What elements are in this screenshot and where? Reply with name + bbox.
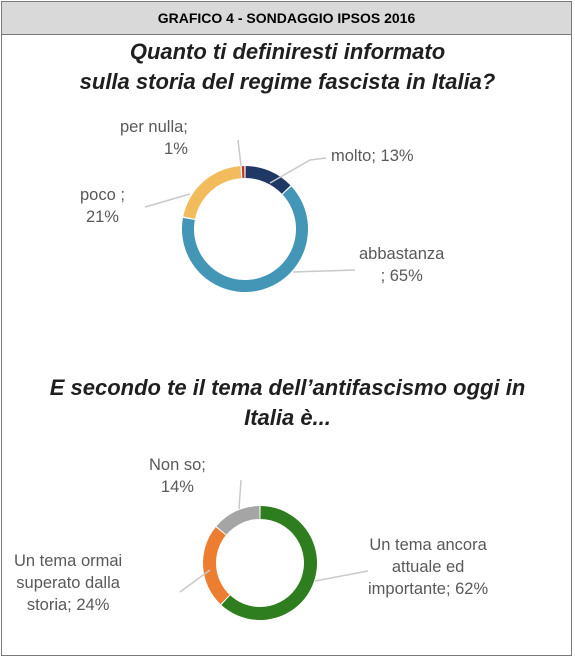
chart-1-title-line-1: Quanto ti definiresti informato [129,39,446,64]
data-label-ancora-attuale: Un tema ancora attuale ed importante; 62… [368,536,489,598]
chart-2-title-line-2: Italia è... [244,405,331,430]
leader-line-molto [269,157,327,184]
donut-slice-un-tema-ancora-attuale-ed-importante [221,506,318,620]
donut-slice-abbastanza [182,186,308,292]
donut-slice-un-tema-ormai-superato-dalla-storia [203,527,230,605]
donut-slice-non-so [216,506,260,535]
data-label-poco: poco ; 21% [80,186,125,226]
figure-header: GRAFICO 4 - SONDAGGIO IPSOS 2016 [2,2,571,35]
chart-1-title-line-2: sulla storia del regime fascista in Ital… [79,69,496,94]
chart-2-title-line-1: E secondo te il tema dell’antifascismo o… [49,375,526,400]
leader-line-ormai-superato [179,569,211,593]
leader-line-non-so [238,479,242,510]
leader-line-poco [144,193,191,208]
donut-slice-per-nulla [241,166,245,179]
data-label-molto: molto; 13% [331,147,414,165]
data-label-ormai-superato: Un tema ormai superato dalla storia; 24% [14,552,123,614]
leader-line-abbastanza [292,269,356,273]
data-label-per-nulla: per nulla; 1% [120,118,188,158]
donut-slice-molto [245,166,291,194]
donut-slice-poco [183,166,242,219]
data-label-non-so: Non so; 14% [149,456,206,496]
chart-1-title: Quanto ti definiresti informato sulla st… [0,37,575,97]
leader-line-per-nulla [237,139,242,167]
chart-2-title: E secondo te il tema dell’antifascismo o… [0,373,575,433]
data-label-abbastanza: abbastanza ; 65% [359,245,445,285]
leader-line-ancora-attuale [314,570,369,582]
